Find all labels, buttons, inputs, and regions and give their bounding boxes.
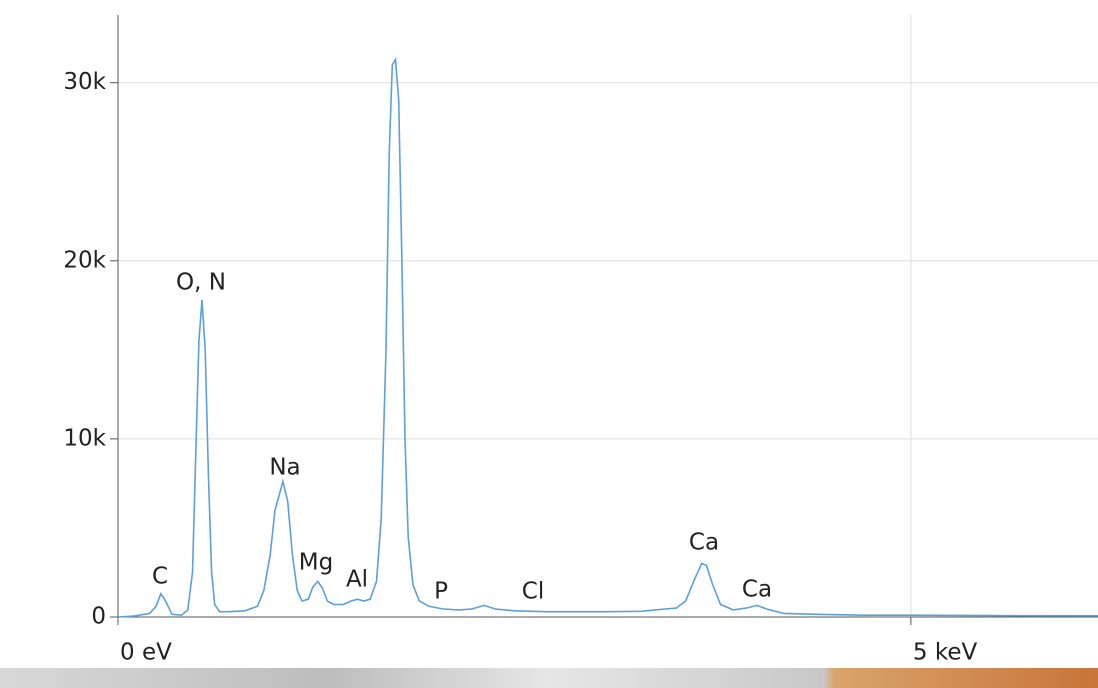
image-strip xyxy=(0,668,1098,688)
y-tick-label: 20k xyxy=(63,247,106,273)
peak-label: Mg xyxy=(299,550,333,576)
peak-label: Al xyxy=(346,567,368,593)
peak-label: C xyxy=(152,564,168,590)
peak-label: Ca xyxy=(742,577,772,603)
x-tick-label: 0 eV xyxy=(120,640,172,666)
peak-label: Cl xyxy=(522,579,544,605)
peak-label: P xyxy=(434,579,448,605)
y-tick-label: 0 xyxy=(91,604,106,630)
peak-label: Ca xyxy=(689,530,719,556)
spectrum-line xyxy=(117,56,1098,618)
x-tick-label: 5 keV xyxy=(913,640,978,666)
peak-label: O, N xyxy=(176,270,226,296)
peak-label: Na xyxy=(269,455,300,481)
y-tick-label: 30k xyxy=(63,69,106,95)
y-tick-label: 10k xyxy=(63,425,106,451)
